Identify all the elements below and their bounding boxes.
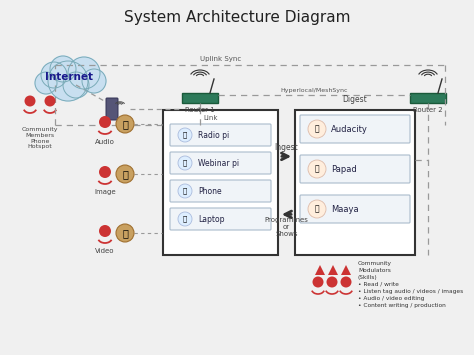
Circle shape (312, 277, 323, 288)
Text: Digest: Digest (343, 95, 367, 104)
Text: System Architecture Diagram: System Architecture Diagram (124, 10, 350, 25)
FancyBboxPatch shape (163, 110, 278, 255)
Text: Link: Link (203, 115, 218, 121)
Text: Video: Video (95, 248, 115, 254)
Text: 🥮: 🥮 (315, 164, 319, 174)
Circle shape (116, 115, 134, 133)
Circle shape (50, 56, 76, 82)
Text: 🎧: 🎧 (183, 132, 187, 138)
FancyBboxPatch shape (410, 93, 446, 103)
Polygon shape (315, 265, 325, 275)
FancyBboxPatch shape (300, 155, 410, 183)
Text: 📹: 📹 (122, 228, 128, 238)
Circle shape (99, 116, 111, 128)
Text: Image: Image (94, 189, 116, 195)
Text: Internet: Internet (45, 72, 93, 82)
FancyBboxPatch shape (182, 93, 218, 103)
Circle shape (45, 95, 55, 106)
Circle shape (35, 72, 57, 94)
Text: Laptop: Laptop (198, 214, 225, 224)
Text: 🎧: 🎧 (315, 125, 319, 133)
Text: 📺: 📺 (183, 160, 187, 166)
Circle shape (340, 277, 352, 288)
Text: Uplink Sync: Uplink Sync (200, 56, 241, 62)
Text: Hyperlocal/MeshSync: Hyperlocal/MeshSync (280, 88, 348, 93)
Circle shape (178, 128, 192, 142)
Text: Router 1: Router 1 (185, 107, 215, 113)
Text: Radio pi: Radio pi (198, 131, 229, 140)
Circle shape (63, 72, 89, 98)
Circle shape (116, 224, 134, 242)
Circle shape (327, 277, 337, 288)
Text: Audacity: Audacity (331, 125, 368, 133)
Circle shape (68, 57, 100, 89)
FancyBboxPatch shape (170, 124, 271, 146)
FancyBboxPatch shape (300, 195, 410, 223)
Text: 💻: 💻 (183, 216, 187, 222)
Text: 🖼: 🖼 (122, 169, 128, 179)
Text: Papad: Papad (331, 164, 357, 174)
Text: Phone: Phone (198, 186, 222, 196)
Circle shape (178, 184, 192, 198)
FancyBboxPatch shape (170, 180, 271, 202)
Circle shape (178, 212, 192, 226)
Text: Webinar pi: Webinar pi (198, 158, 239, 168)
Text: Programmes
or
Shows: Programmes or Shows (264, 217, 309, 237)
Circle shape (48, 61, 88, 101)
Text: 📱: 📱 (183, 188, 187, 194)
Text: Maaya: Maaya (331, 204, 359, 213)
Text: Ingest: Ingest (274, 143, 298, 152)
Polygon shape (341, 265, 351, 275)
Circle shape (178, 156, 192, 170)
FancyBboxPatch shape (170, 208, 271, 230)
Circle shape (308, 200, 326, 218)
Circle shape (99, 225, 111, 237)
Circle shape (41, 62, 67, 88)
FancyBboxPatch shape (300, 115, 410, 143)
Text: 🎤: 🎤 (122, 119, 128, 129)
Polygon shape (328, 265, 338, 275)
Circle shape (25, 95, 36, 106)
Text: Router 2: Router 2 (413, 107, 443, 113)
FancyBboxPatch shape (295, 110, 415, 255)
Circle shape (308, 120, 326, 138)
FancyBboxPatch shape (170, 152, 271, 174)
Text: Audio: Audio (95, 139, 115, 145)
Text: Community
Members
Phone
Hotspot: Community Members Phone Hotspot (22, 127, 58, 149)
Circle shape (308, 160, 326, 178)
Circle shape (99, 166, 111, 178)
FancyBboxPatch shape (106, 98, 118, 120)
Circle shape (116, 165, 134, 183)
Text: Community
Modulators
(Skills)
• Read / write
• Listen tag audio / videos / image: Community Modulators (Skills) • Read / w… (358, 261, 463, 308)
Circle shape (82, 69, 106, 93)
Text: 🎭: 🎭 (315, 204, 319, 213)
